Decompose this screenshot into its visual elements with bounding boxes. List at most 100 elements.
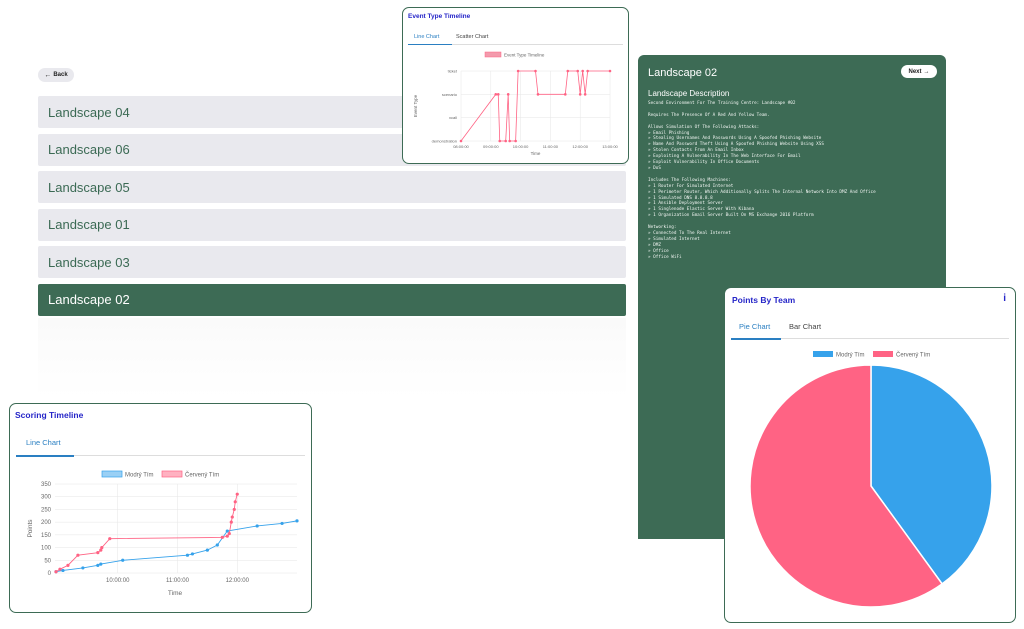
- tab-pie-chart[interactable]: Pie Chart: [739, 322, 771, 331]
- data-point: [233, 500, 237, 504]
- data-point: [564, 93, 567, 96]
- data-point: [534, 69, 537, 73]
- y-tick-label: scenario: [442, 92, 458, 97]
- x-tick-label: 10:00:00: [106, 578, 130, 584]
- tab-divider: [16, 455, 305, 456]
- tab-scatter-chart[interactable]: Scatter Chart: [456, 34, 489, 40]
- landscape-item-active[interactable]: Landscape 02: [38, 283, 626, 316]
- data-point: [225, 534, 229, 538]
- landscape-item-label: Landscape 06: [48, 142, 130, 157]
- legend-label: Modrý Tím: [836, 353, 865, 359]
- y-tick-label: 250: [41, 507, 52, 513]
- data-point: [494, 93, 498, 96]
- arrow-left-icon: ←: [44, 71, 52, 79]
- data-point: [280, 521, 284, 526]
- legend-swatch: [873, 351, 893, 357]
- data-point: [459, 139, 463, 143]
- x-tick-label: 13:00:00: [602, 144, 618, 149]
- landscape-item-label: Landscape 03: [48, 254, 130, 270]
- data-point: [225, 529, 229, 533]
- y-axis-label: Event Type: [413, 94, 418, 117]
- legend-label: Event Type Timeline: [504, 53, 545, 58]
- scoring-timeline-card: Scoring Timeline Line Chart Modrý Tím Čer…: [9, 403, 312, 613]
- data-point: [508, 139, 511, 143]
- landscape-item[interactable]: Landscape 05: [38, 171, 626, 203]
- data-point: [576, 69, 580, 73]
- data-point: [185, 553, 190, 557]
- y-tick-label: xcall: [449, 115, 457, 120]
- legend-label: Modrý Tím: [125, 473, 154, 479]
- data-point: [586, 69, 589, 73]
- event-type-chart: Event Type Timeline demonstration xcall sce…: [413, 51, 619, 156]
- y-tick-label: 50: [44, 558, 51, 564]
- tab-line-chart[interactable]: Line Chart: [26, 438, 61, 447]
- scoring-line-chart: Modrý Tím Červený Tím 0 50 100 150 200 250 300 35…: [27, 470, 299, 597]
- landscape-item-label: Landscape 04: [48, 104, 130, 120]
- legend-label: Červený Tím: [185, 472, 219, 479]
- detail-subtitle: Landscape Description: [648, 89, 730, 98]
- data-point: [516, 69, 520, 73]
- data-point: [220, 535, 224, 539]
- data-point: [61, 568, 65, 573]
- data-point: [514, 139, 517, 143]
- landscape-item[interactable]: Landscape 03: [38, 246, 626, 278]
- data-point: [583, 93, 587, 96]
- card-title: Event Type Timeline: [408, 13, 471, 20]
- back-label: Back: [53, 72, 68, 78]
- data-point: [58, 567, 62, 571]
- x-tick-label: 12:00:00: [572, 144, 588, 149]
- data-point: [506, 93, 510, 96]
- data-point: [96, 563, 100, 567]
- data-point: [295, 519, 299, 523]
- tab-bar-chart[interactable]: Bar Chart: [789, 322, 822, 331]
- pie-slice: [870, 364, 993, 585]
- next-button[interactable]: Next →: [901, 65, 937, 78]
- y-tick-label: 300: [41, 495, 52, 501]
- data-point: [81, 566, 85, 570]
- event-type-timeline-card: Event Type Timeline Line Chart Scatter C…: [402, 7, 629, 164]
- landscape-item[interactable]: Landscape 01: [38, 208, 626, 241]
- data-point: [498, 139, 502, 143]
- data-point: [608, 69, 612, 73]
- data-point: [255, 524, 259, 528]
- tab-divider: [408, 44, 623, 45]
- data-point: [99, 562, 103, 566]
- x-axis-label: Time: [168, 590, 183, 597]
- legend-label: Červený Tím: [896, 352, 930, 359]
- data-point: [504, 139, 507, 143]
- data-point: [205, 548, 209, 552]
- detail-description: Second Environment For The Training Cent…: [648, 101, 876, 260]
- series-line: [55, 520, 298, 573]
- list-footer-area: [38, 318, 626, 398]
- points-pie-chart: Modrý Tím Červený Tím: [749, 351, 993, 608]
- data-point: [100, 545, 104, 550]
- x-tick-label: 11:00:00: [543, 144, 559, 149]
- series-line: [460, 70, 610, 142]
- landscape-item-label: Landscape 01: [48, 217, 130, 232]
- data-point: [229, 520, 233, 524]
- tab-line-chart[interactable]: Line Chart: [414, 34, 440, 40]
- data-point: [96, 551, 100, 555]
- next-label: Next: [908, 68, 922, 75]
- card-title: Points By Team: [732, 295, 796, 305]
- data-point: [230, 515, 234, 519]
- data-point: [76, 553, 80, 557]
- data-point: [190, 552, 195, 556]
- y-tick-label: 200: [41, 520, 52, 526]
- data-point: [215, 543, 219, 547]
- legend-swatch: [161, 470, 183, 478]
- data-point: [54, 570, 58, 574]
- legend-swatch: [484, 51, 502, 58]
- data-point: [66, 563, 70, 567]
- x-tick-label: 12:00:00: [226, 578, 250, 584]
- x-tick-label: 08:00:00: [453, 144, 469, 149]
- active-tab-indicator: [16, 455, 74, 457]
- data-point: [108, 537, 112, 541]
- data-point: [581, 69, 584, 73]
- x-tick-label: 09:00:00: [483, 144, 499, 149]
- data-point: [227, 531, 231, 536]
- info-icon[interactable]: i: [1003, 293, 1006, 304]
- arrow-right-icon: →: [923, 68, 930, 75]
- detail-title: Landscape 02: [648, 67, 718, 79]
- back-button[interactable]: ← Back: [38, 68, 74, 82]
